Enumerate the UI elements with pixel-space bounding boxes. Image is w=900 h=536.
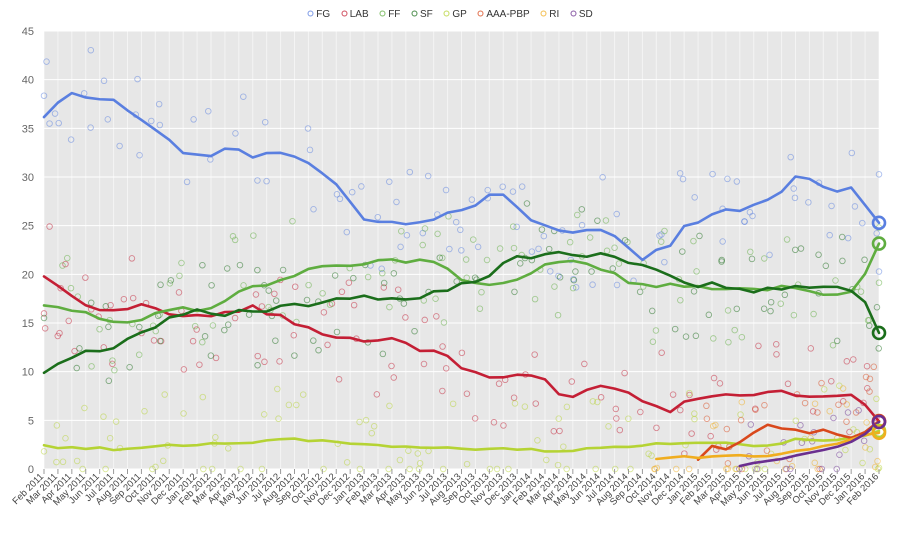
svg-text:45: 45: [22, 26, 34, 38]
svg-text:30: 30: [22, 172, 34, 184]
svg-text:15: 15: [22, 318, 34, 330]
svg-text:0: 0: [28, 464, 34, 476]
svg-text:25: 25: [22, 221, 34, 233]
svg-text:35: 35: [22, 123, 34, 135]
svg-text:40: 40: [22, 75, 34, 87]
svg-text:20: 20: [22, 269, 34, 281]
svg-text:5: 5: [28, 415, 34, 427]
svg-text:10: 10: [22, 367, 34, 379]
